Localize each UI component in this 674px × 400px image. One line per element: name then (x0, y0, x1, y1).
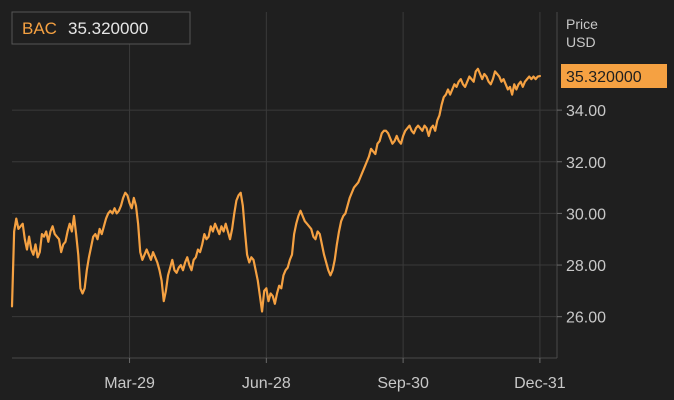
price-series-line (10, 67, 541, 313)
last-value-badge: 35.320000 (561, 64, 667, 88)
gridlines (12, 12, 557, 358)
axis-title-currency: USD (566, 34, 596, 50)
y-tick-label: 30.00 (566, 206, 606, 223)
y-axis: 26.00 28.00 30.00 32.00 34.00 (557, 103, 606, 327)
last-value-badge-text: 35.320000 (566, 69, 642, 86)
y-tick-label: 28.00 (566, 258, 606, 275)
y-tick-label: 32.00 (566, 155, 606, 172)
x-tick-label: Jun-28 (242, 375, 291, 392)
axis-title-price: Price (566, 16, 598, 32)
ticker-last-value: 35.320000 (68, 19, 148, 38)
x-axis: Mar-29 Jun-28 Sep-30 Dec-31 (104, 358, 566, 392)
x-tick-label: Mar-29 (104, 375, 155, 392)
x-tick-label: Dec-31 (514, 375, 566, 392)
x-tick-label: Sep-30 (377, 375, 429, 392)
last-value-badge-bg (561, 64, 667, 88)
y-tick-label: 26.00 (566, 310, 606, 327)
ticker-symbol: BAC (22, 19, 57, 38)
y-tick-label: 34.00 (566, 103, 606, 120)
ticker-legend-box (11, 11, 191, 45)
ticker-legend: BAC 35.320000 (11, 11, 191, 45)
